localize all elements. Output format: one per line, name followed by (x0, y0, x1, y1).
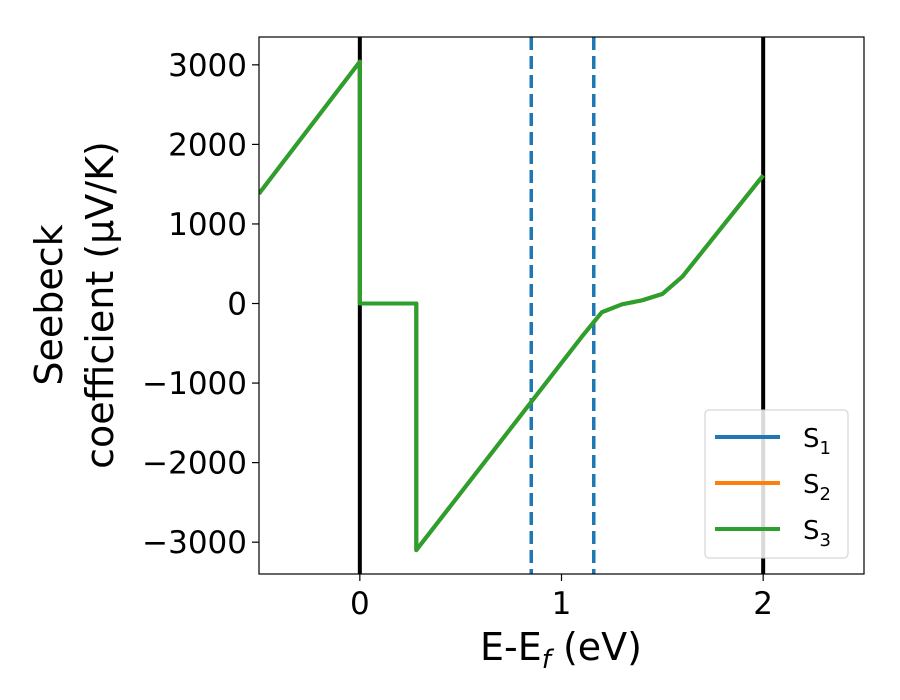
x-tick-label: 2 (753, 586, 773, 622)
series-line-s1 (259, 59, 765, 553)
y-tick-label: 2000 (168, 127, 247, 163)
y-axis-label: Seebeck coefficient (μV/K) (27, 141, 122, 469)
y-axis-label-line-2: coefficient (μV/K) (78, 141, 122, 469)
y-tick-label: −3000 (142, 525, 247, 561)
y-tick-label: −1000 (142, 366, 247, 402)
vertical-lines (357, 37, 766, 574)
y-tick-label: 0 (227, 287, 247, 323)
x-tick-label: 0 (350, 586, 370, 622)
x-axis: 0 1 2 (350, 574, 773, 622)
legend-label-s1: S1 (803, 424, 831, 459)
y-tick-label: 1000 (168, 207, 247, 243)
series-line-s3 (259, 59, 765, 553)
y-tick-label: 3000 (168, 48, 247, 84)
y-axis-label-line-1: Seebeck (27, 224, 71, 385)
series-layer (259, 59, 765, 553)
x-axis-label: E-Ef (eV) (480, 625, 642, 675)
legend: S1 S2 S3 (704, 409, 849, 559)
legend-label-s3: S3 (803, 516, 831, 551)
x-tick-label: 1 (552, 586, 572, 622)
series-line-s2 (259, 59, 765, 553)
y-axis: −3000 −2000 −1000 0 1000 2000 3000 (142, 48, 259, 561)
legend-label-s2: S2 (803, 470, 831, 505)
y-tick-label: −2000 (142, 446, 247, 482)
